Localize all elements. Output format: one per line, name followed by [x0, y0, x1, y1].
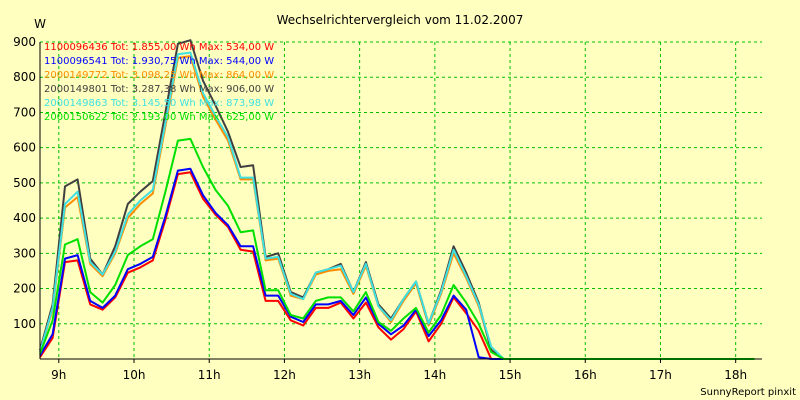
x-tick-label: 10h	[123, 368, 146, 382]
y-tick-label: 600	[13, 141, 36, 155]
chart-title: Wechselrichtervergleich vom 11.02.2007	[277, 13, 524, 27]
y-tick-label: 100	[13, 317, 36, 331]
legend-entry-1100096436: 1100096436 Tot: 1.855,00 Wh Max: 534,00 …	[44, 42, 274, 53]
y-tick-label: 200	[13, 282, 36, 296]
axes: 100 200 300 400 500 600 700 800 900 9h 10h 11h 12h 13…	[13, 35, 762, 382]
x-tick-label: 9h	[51, 368, 66, 382]
x-tick-label: 15h	[499, 368, 522, 382]
legend-entry-1100096541: 1100096541 Tot: 1.930,75 Wh Max: 544,00 …	[44, 56, 274, 67]
y-axis-label: W	[34, 17, 46, 31]
legend-entry-2000150622: 2000150622 Tot: 2.193,00 Wh Max: 625,00 …	[44, 112, 274, 123]
x-tick-label: 11h	[198, 368, 221, 382]
x-tick-label: 17h	[649, 368, 672, 382]
x-tick-label: 16h	[574, 368, 597, 382]
x-tick-label: 18h	[724, 368, 747, 382]
legend-entry-2000149772: 2000149772 Tot: 3.098,25 Wh Max: 864,00 …	[44, 70, 274, 81]
x-tick-label: 14h	[423, 368, 446, 382]
y-tick-label: 300	[13, 246, 36, 260]
grid-lines	[40, 41, 762, 359]
y-tick-label: 800	[13, 70, 36, 84]
credit-text: SunnyReport pinxit	[700, 387, 796, 398]
legend: 1100096436 Tot: 1.855,00 Wh Max: 534,00 …	[44, 42, 274, 123]
legend-entry-2000149801: 2000149801 Tot: 3.287,38 Wh Max: 906,00 …	[44, 84, 274, 95]
x-tick-label: 13h	[348, 368, 371, 382]
x-tick-label: 12h	[273, 368, 296, 382]
legend-entry-2000149863: 2000149863 Tot: 3.145,50 Wh Max: 873,98 …	[44, 98, 274, 109]
y-tick-label: 400	[13, 211, 36, 225]
y-tick-label: 900	[13, 35, 36, 49]
y-tick-label: 500	[13, 176, 36, 190]
y-tick-label: 700	[13, 105, 36, 119]
